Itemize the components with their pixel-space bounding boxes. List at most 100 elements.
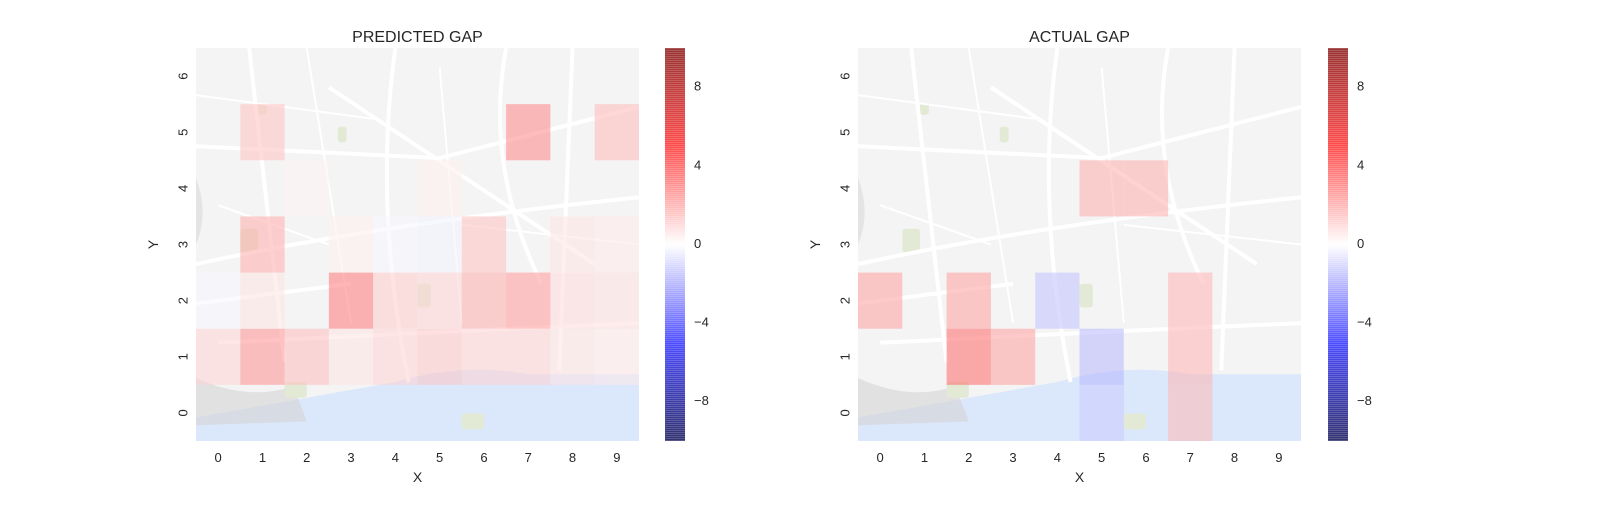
heatmap-cell xyxy=(328,216,374,273)
x-tick-label: 2 xyxy=(303,450,310,465)
road xyxy=(498,47,544,285)
heatmap-cell xyxy=(946,272,991,329)
park xyxy=(999,126,1009,143)
colorbar-tick-label: 0 xyxy=(694,236,701,251)
heatmap-cell xyxy=(594,104,639,161)
colorbar-tick-label: 8 xyxy=(1357,79,1364,94)
y-tick-label: 6 xyxy=(838,72,853,79)
y-tick-label: 1 xyxy=(176,353,191,360)
map-overlay xyxy=(858,48,1301,441)
heatmap-cell xyxy=(284,328,329,385)
x-tick-label: 7 xyxy=(1187,450,1194,465)
x-tick-label: 9 xyxy=(1275,450,1282,465)
heatmap-panel-2: ACTUAL GAP 0 1 2 3 4 5 6 7 8 9 0 1 2 3 4 5 6 X Y 8 4 0 −4 −8 xyxy=(807,29,1372,485)
colorbar-tick-label: 4 xyxy=(694,157,701,172)
y-axis-label: Y xyxy=(807,239,823,249)
river xyxy=(196,369,639,441)
x-tick-label: 3 xyxy=(1009,450,1016,465)
heatmap-cell xyxy=(1079,160,1124,217)
heatmap-cell xyxy=(594,272,639,329)
x-tick-label: 5 xyxy=(1098,450,1105,465)
y-tick-label: 5 xyxy=(838,129,853,136)
heatmap-cell xyxy=(1123,160,1169,217)
park xyxy=(284,382,307,398)
map-overlay xyxy=(196,48,639,441)
colorbar: 8 4 0 −4 −8 xyxy=(1328,48,1372,441)
terrain xyxy=(858,378,969,426)
y-tick-label: 0 xyxy=(176,409,191,416)
x-tick-label: 2 xyxy=(965,450,972,465)
heatmap-cell xyxy=(1168,272,1213,329)
y-tick-label: 6 xyxy=(176,72,191,79)
heatmap-cell xyxy=(461,328,507,385)
y-tick-label: 2 xyxy=(838,297,853,304)
chart-title: PREDICTED GAP xyxy=(352,29,483,46)
street xyxy=(857,94,1036,120)
colorbar-tick-label: 4 xyxy=(1357,157,1364,172)
street xyxy=(879,204,992,246)
x-tick-label: 4 xyxy=(1054,450,1061,465)
heatmap-cell xyxy=(990,328,1036,385)
heatmap-cell xyxy=(1168,328,1213,385)
heatmap-cell xyxy=(1079,328,1124,385)
terrain xyxy=(196,177,203,245)
y-tick-label: 5 xyxy=(176,129,191,136)
heatmap-cell xyxy=(417,328,462,385)
road xyxy=(857,195,1302,267)
heatmap-cell xyxy=(373,272,418,329)
x-tick-label: 1 xyxy=(259,450,266,465)
heatmap-cell xyxy=(550,216,595,273)
heatmap-cell xyxy=(461,216,507,273)
heatmap-cell xyxy=(858,272,903,329)
heatmap-cell xyxy=(240,216,285,273)
heatmap-cell xyxy=(594,216,639,273)
terrain xyxy=(196,378,307,426)
heatmap-cell xyxy=(240,272,285,329)
x-tick-label: 1 xyxy=(921,450,928,465)
y-tick-label: 4 xyxy=(838,185,853,192)
road xyxy=(1219,47,1237,371)
heatmap-cell xyxy=(196,272,241,329)
park xyxy=(1079,283,1093,308)
y-axis-label: Y xyxy=(145,239,161,249)
chart-title: ACTUAL GAP xyxy=(1029,29,1130,46)
y-tick-label: 1 xyxy=(838,353,853,360)
park xyxy=(1123,413,1146,430)
colorbar-tick-label: −8 xyxy=(1357,393,1372,408)
heatmap-cell xyxy=(506,104,551,161)
heatmap-cell xyxy=(373,328,418,385)
heatmap-cell xyxy=(594,328,639,385)
park xyxy=(337,126,347,143)
heatmap-cell xyxy=(550,328,595,385)
heatmap-cell xyxy=(284,160,329,217)
x-axis-label: X xyxy=(413,469,423,485)
colorbar-tick-label: 8 xyxy=(694,79,701,94)
y-tick-label: 3 xyxy=(838,241,853,248)
heatmap-cell xyxy=(417,216,462,273)
y-tick-label: 3 xyxy=(176,241,191,248)
colorbar-hatching xyxy=(1328,48,1348,441)
colorbar-tick-label: −4 xyxy=(1357,315,1372,330)
x-tick-label: 8 xyxy=(569,450,576,465)
colorbar-hatching xyxy=(665,48,685,441)
y-tick-label: 4 xyxy=(176,185,191,192)
x-tick-label: 0 xyxy=(877,450,884,465)
park xyxy=(920,103,929,115)
x-tick-label: 8 xyxy=(1231,450,1238,465)
heatmap-cell xyxy=(461,272,507,329)
x-tick-label: 4 xyxy=(392,450,399,465)
x-tick-label: 7 xyxy=(525,450,532,465)
heatmap-panel-1: PREDICTED GAP 0 1 2 3 4 5 6 7 8 9 0 1 2 3 4 5 6 X Y 8 4 0 −4 −8 xyxy=(145,29,709,485)
x-tick-label: 6 xyxy=(480,450,487,465)
x-tick-label: 3 xyxy=(347,450,354,465)
park xyxy=(461,413,484,430)
heatmap-cell xyxy=(240,328,285,385)
street xyxy=(1123,223,1302,246)
road xyxy=(857,105,1302,161)
road xyxy=(1046,47,1073,383)
heatmap-cell xyxy=(1168,384,1213,441)
road xyxy=(909,47,949,363)
heatmap-cell xyxy=(506,272,551,329)
heatmap-cell xyxy=(373,216,418,273)
